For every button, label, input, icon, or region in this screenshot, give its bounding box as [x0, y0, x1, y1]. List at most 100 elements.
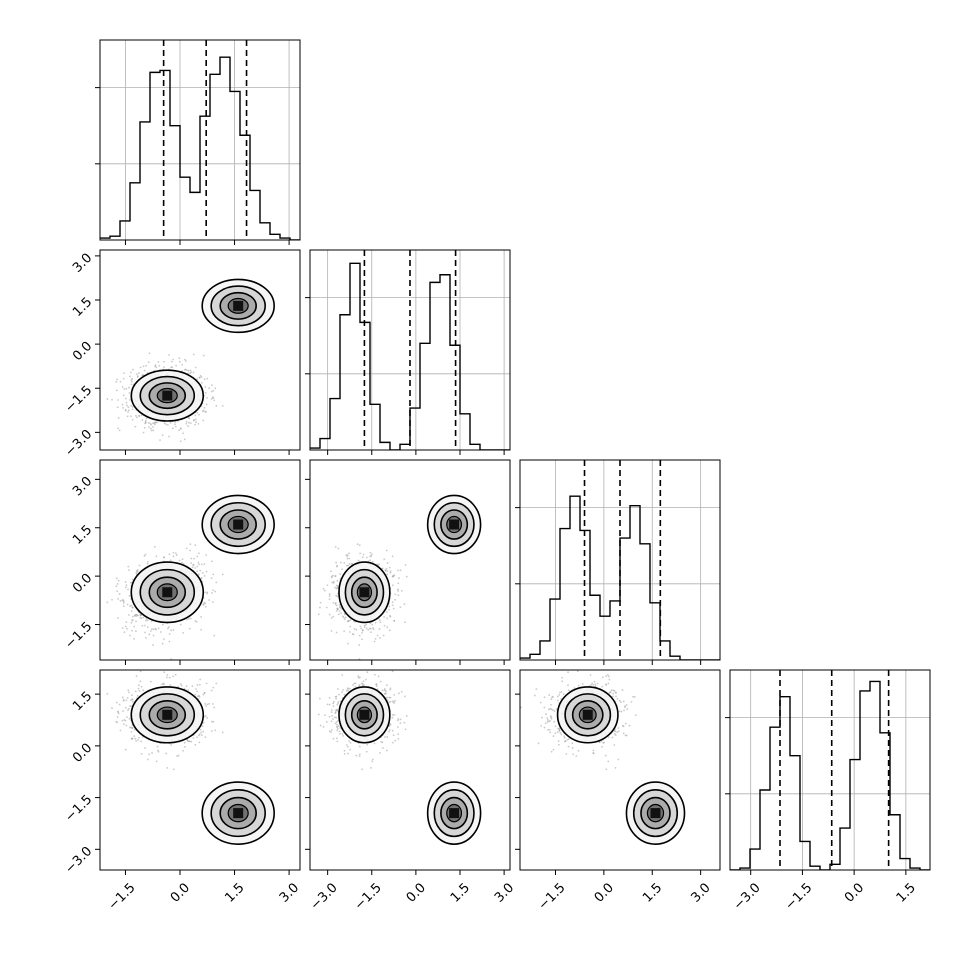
sample-point [196, 378, 199, 380]
sample-point [378, 619, 381, 622]
sample-point [122, 394, 125, 397]
sample-point [358, 745, 361, 748]
sample-point [386, 562, 389, 564]
sample-point [194, 693, 197, 696]
panel-content [317, 494, 482, 660]
sample-point [338, 693, 340, 696]
sample-point [117, 598, 119, 600]
sample-point [197, 422, 200, 425]
sample-point [397, 569, 399, 572]
sample-point [131, 698, 134, 701]
sample-point [141, 374, 144, 376]
sample-point [396, 588, 399, 591]
sample-point [137, 736, 140, 739]
sample-point [135, 569, 138, 572]
sample-point [199, 728, 202, 731]
sample-point [133, 735, 136, 737]
sample-point [361, 768, 364, 771]
sample-point [332, 601, 335, 604]
sample-point [389, 615, 392, 618]
sample-point [147, 560, 149, 563]
sample-point [126, 716, 128, 719]
sample-point [198, 413, 200, 416]
sample-point [334, 602, 337, 604]
sample-point [168, 435, 170, 438]
sample-point [190, 562, 193, 564]
panel-content [106, 278, 275, 443]
sample-point [127, 406, 130, 409]
sample-point [332, 702, 335, 705]
sample-point [548, 720, 550, 723]
sample-point [135, 613, 138, 616]
sample-point [130, 371, 132, 374]
sample-point [133, 637, 135, 640]
sample-point [399, 569, 402, 572]
sample-point [394, 739, 397, 742]
sample-point [121, 719, 124, 722]
sample-point [330, 576, 333, 579]
sample-point [347, 687, 349, 690]
sample-point [379, 680, 382, 683]
sample-point [136, 694, 139, 697]
sample-point [398, 577, 400, 580]
sample-point [399, 606, 402, 609]
sample-point [391, 700, 394, 703]
sample-point [188, 617, 190, 620]
sample-point [156, 421, 159, 424]
sample-point [192, 353, 195, 356]
sample-point [183, 741, 186, 744]
sample-point [106, 398, 109, 400]
sample-point [196, 412, 199, 414]
sample-point [129, 726, 131, 729]
sample-point [119, 380, 122, 383]
sample-point [214, 729, 217, 732]
sample-point [322, 587, 325, 590]
sample-point [148, 753, 150, 756]
sample-point [127, 709, 129, 711]
sample-point [116, 590, 119, 593]
sample-point [119, 600, 122, 602]
sample-point [330, 729, 333, 731]
sample-point [336, 586, 339, 589]
sample-point [157, 750, 160, 753]
sample-point [174, 421, 177, 423]
sample-point [123, 718, 126, 721]
sample-point [119, 729, 122, 732]
sample-point [336, 584, 339, 587]
sample-point [393, 619, 396, 622]
sample-point [196, 736, 199, 739]
sample-point [391, 714, 394, 716]
sample-point [135, 373, 138, 376]
sample-point [337, 586, 339, 589]
sample-point [125, 724, 128, 727]
sample-point [144, 747, 146, 749]
sample-point [131, 629, 133, 632]
sample-point [162, 623, 164, 626]
sample-point [187, 688, 190, 691]
sample-point [130, 726, 133, 729]
sample-point [337, 688, 339, 690]
sample-point [404, 695, 406, 698]
sample-point [372, 627, 374, 629]
sample-point [213, 634, 216, 637]
sample-point [358, 676, 361, 679]
sample-point [388, 724, 391, 727]
sample-point [328, 730, 331, 733]
sample-point [195, 621, 198, 623]
sample-point [168, 640, 171, 643]
sample-point [377, 675, 380, 678]
sample-point [347, 564, 350, 567]
sample-point [131, 578, 134, 581]
sample-point [331, 714, 334, 717]
sample-point [139, 366, 142, 369]
sample-point [168, 633, 171, 635]
sample-point [172, 551, 175, 554]
panel-content [100, 40, 300, 240]
sample-point [141, 624, 144, 627]
sample-point [365, 623, 367, 626]
sample-point [204, 702, 206, 705]
sample-point [358, 634, 361, 637]
sample-point [200, 563, 203, 566]
sample-point [170, 629, 172, 632]
sample-point [337, 547, 340, 550]
